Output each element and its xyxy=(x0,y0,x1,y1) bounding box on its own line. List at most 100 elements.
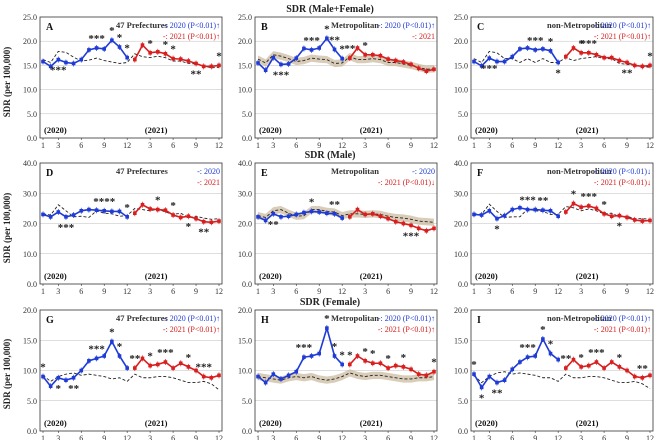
series-2020-point xyxy=(332,354,337,358)
significance-star: * xyxy=(555,67,561,79)
panel-letter: G xyxy=(46,315,54,326)
y-tick-label: 10.0 xyxy=(238,367,252,376)
series-2021-point xyxy=(355,207,360,212)
series-2021-point xyxy=(609,360,614,364)
significance-star: * xyxy=(347,349,353,361)
significance-star: ** xyxy=(344,43,356,55)
x-tick-label: 1 xyxy=(256,434,260,440)
series-2020-point xyxy=(94,208,99,212)
significance-star: * xyxy=(479,392,485,404)
series-2020-point xyxy=(510,54,515,59)
series-2020-point xyxy=(79,57,84,62)
x-tick-label: 6 xyxy=(386,141,390,150)
series-2020-point xyxy=(102,47,107,51)
x-tick-label: 6 xyxy=(386,434,390,440)
series-2020-point xyxy=(48,64,53,69)
series-2021-point xyxy=(348,362,352,367)
legend-2020: -: 2020 (P<0.01)↑ xyxy=(594,314,651,323)
year-label-2020: (2020) xyxy=(475,418,498,428)
series-2021-point xyxy=(363,52,367,57)
series-2020-point xyxy=(125,366,129,370)
series-2021-point xyxy=(217,63,221,68)
series-2020-point xyxy=(125,215,129,219)
significance-star: *** xyxy=(88,33,105,45)
row-title-male: SDR (Male) xyxy=(305,150,356,161)
panel-a: 0.05.010.015.020.025.01 3 6 9 12 3 6 9 12*******… xyxy=(23,13,223,150)
x-tick-label: 9 xyxy=(102,434,106,440)
series-2021-point xyxy=(201,219,206,224)
series-2020-point xyxy=(309,209,314,214)
series-2021-point xyxy=(355,354,360,358)
series-2020-point xyxy=(556,60,560,65)
y-tick-label: 0.0 xyxy=(27,134,37,143)
series-2020-point xyxy=(279,62,283,67)
x-tick-label: 6 xyxy=(171,141,175,150)
year-label-2021: (2021) xyxy=(576,125,599,135)
series-2021-point xyxy=(401,60,406,64)
series-2021-line xyxy=(565,202,651,222)
x-tick-label: 1 xyxy=(472,434,476,440)
plot-frame xyxy=(470,16,654,139)
x-tick-label: 6 xyxy=(386,287,390,296)
legend-2020: -: 2020 (P<0.01)↑ xyxy=(594,21,651,30)
series-2021-point xyxy=(640,219,645,223)
significance-star: * xyxy=(163,39,169,51)
series-2020-point xyxy=(117,354,122,358)
series-2020-point xyxy=(56,375,61,380)
significance-star: ** xyxy=(329,34,341,46)
baseline-line xyxy=(42,50,220,69)
series-2020-point xyxy=(487,374,492,379)
series-2020-point xyxy=(256,61,260,65)
significance-star: * xyxy=(431,357,437,369)
year-label-2021: (2021) xyxy=(576,271,599,281)
x-tick-label: 3 xyxy=(579,287,583,296)
series-2020-point xyxy=(541,337,545,341)
panel-group-label: Metropolitan xyxy=(331,20,379,30)
significance-star: * xyxy=(647,50,653,62)
y-tick-label: 25.0 xyxy=(238,13,252,22)
y-tick-label: 5.0 xyxy=(242,397,252,406)
significance-star: *** xyxy=(195,362,212,374)
baseline-line xyxy=(42,204,220,220)
series-2020-point xyxy=(71,213,76,217)
year-label-2020: (2020) xyxy=(475,125,498,135)
series-2021-point xyxy=(133,211,137,216)
y-tick-label: 20.0 xyxy=(454,37,468,46)
significance-star: * xyxy=(40,362,46,374)
x-tick-label: 3 xyxy=(148,141,152,150)
baseline-line xyxy=(257,372,435,381)
series-2021-point xyxy=(564,210,568,214)
x-tick-label: 3 xyxy=(148,434,152,440)
series-2020-point xyxy=(548,208,553,213)
x-tick-label: 9 xyxy=(625,287,629,296)
significance-star: ** xyxy=(491,388,503,400)
x-tick-label: 9 xyxy=(533,287,537,296)
significance-star: * xyxy=(617,221,623,233)
series-2021-point xyxy=(594,52,599,57)
series-2021-point xyxy=(409,367,413,372)
series-2020-point xyxy=(317,210,322,214)
significance-star: * xyxy=(124,43,130,55)
series-2021-point xyxy=(432,369,436,374)
series-2021-point xyxy=(632,63,637,68)
series-2020-point xyxy=(256,374,260,379)
series-2021-point xyxy=(648,63,652,68)
x-tick-label: 3 xyxy=(363,434,367,440)
series-2020-point xyxy=(302,46,306,51)
series-2020-point xyxy=(87,48,91,52)
significance-star: * xyxy=(170,44,176,56)
series-2020-point xyxy=(541,208,545,212)
series-2020-point xyxy=(117,45,122,49)
y-tick-label: 0.0 xyxy=(242,427,252,436)
x-tick-label: 6 xyxy=(294,434,298,440)
series-2020-point xyxy=(518,205,522,210)
significance-star: * xyxy=(309,196,315,208)
series-2020-point xyxy=(495,59,499,64)
series-2020-point xyxy=(56,57,61,62)
series-2021-point xyxy=(564,54,568,59)
series-2020-point xyxy=(541,47,545,51)
x-tick-label: 12 xyxy=(338,434,346,440)
series-2021-point xyxy=(579,365,583,369)
y-tick-label: 10.0 xyxy=(454,250,468,259)
